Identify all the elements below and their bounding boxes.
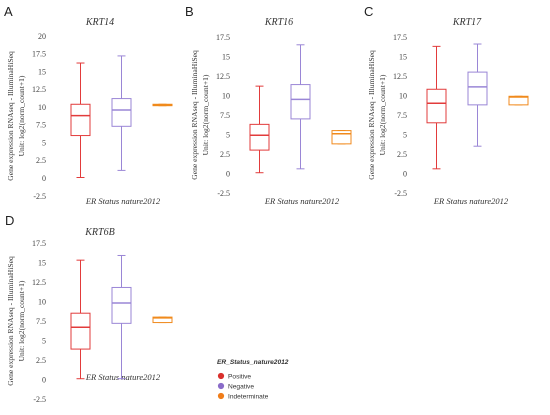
box-1 [70,62,91,179]
legend-swatch-positive [217,372,225,380]
y-tick-label: 7.5 [220,111,230,120]
panel-letter: D [5,213,14,228]
chart-title: KRT14 [85,17,114,28]
y-tick-label: 15 [38,258,46,267]
x-axis-label: ER Status nature2012 [85,372,161,382]
y-axis-unit-label: Unit: log2(norm_count+1) [17,280,26,361]
box-body [152,316,173,324]
panel-krt16: B KRT16 ER Status nature2012 Gene expressio… [185,4,352,206]
y-tick-label: 10 [399,91,407,100]
box-3 [152,103,173,107]
y-tick-label: 2.5 [36,356,46,365]
y-axis-unit-label: Unit: log2(norm_count+1) [17,75,26,156]
y-tick-label: 15 [222,52,230,61]
panels: A KRT14 ER Status nature2012 Gene expressio… [4,4,529,404]
legend-label-positive: Positive [228,373,251,380]
box-3 [508,95,529,106]
y-tick-label: 10 [38,103,46,112]
y-tick-label: 20 [38,32,46,41]
chart-title: KRT17 [452,17,482,28]
y-axis-label: Gene expression RNAseq - IlluminaHiSeq [6,51,15,181]
y-tick-label: 12.5 [216,72,230,81]
legend-item-indeterminate: Indeterminate [217,392,269,400]
box-1 [426,45,447,170]
legend-item-positive: Positive [217,372,251,380]
y-tick-label: 17.5 [393,33,407,42]
legend-label-negative: Negative [228,383,254,390]
y-tick-label: 5 [403,130,407,139]
y-axis-label: Gene expression RNAseq - IlluminaHiSeq [190,50,199,180]
y-tick-label: 15 [399,52,407,61]
y-tick-label: 17.5 [216,33,230,42]
chart-title: KRT6B [84,227,114,238]
box-body [331,130,352,145]
y-axis-unit-label: Unit: log2(norm_count+1) [201,74,210,155]
box-3 [331,130,352,145]
y-tick-label: 0 [42,375,46,384]
panel-letter: A [4,4,13,19]
panel-letter: C [364,4,373,19]
y-tick-label: 2.5 [36,156,46,165]
box-1 [70,259,91,380]
box-body [249,123,270,151]
y-tick-label: 12.5 [32,85,46,94]
x-axis-label: ER Status nature2012 [264,196,340,206]
panel-krt17: C KRT17 ER Status nature2012 Gene expressio… [364,4,529,206]
box-body [111,286,132,324]
box-body [467,71,488,106]
y-tick-label: 12.5 [32,278,46,287]
box-body [111,98,132,127]
y-tick-label: -2.5 [33,192,46,201]
box-body [70,312,91,350]
y-axis-label: Gene expression RNAseq - IlluminaHiSeq [367,50,376,180]
legend-title: ER_Status_nature2012 [217,359,289,366]
y-tick-label: 12.5 [393,72,407,81]
legend-swatch-negative [217,382,225,390]
y-tick-label: -2.5 [33,395,46,404]
y-tick-label: 17.5 [32,239,46,248]
y-tick-label: 10 [38,297,46,306]
y-tick-label: 5 [42,138,46,147]
y-tick-label: 17.5 [32,50,46,59]
box-2 [111,254,132,380]
y-tick-label: -2.5 [217,189,230,198]
legend-item-negative: Negative [217,382,254,390]
y-tick-label: 0 [42,174,46,183]
y-tick-label: 7.5 [36,317,46,326]
panel-krt14: A KRT14 ER Status nature2012 Gene expressio… [4,4,173,206]
box-2 [467,43,488,147]
y-axis-label: Gene expression RNAseq - IlluminaHiSeq [6,256,15,386]
y-tick-label: 5 [226,130,230,139]
legend: ER_Status_nature2012 Positive Negative I… [217,359,289,400]
panel-letter: B [185,4,194,19]
legend-swatch-indeterminate [217,392,225,400]
y-tick-label: 0 [403,169,407,178]
box-3 [152,316,173,324]
y-tick-label: 15 [38,67,46,76]
y-axis-unit-label: Unit: log2(norm_count+1) [378,74,387,155]
y-tick-label: 2.5 [397,150,407,159]
y-tick-label: 5 [42,336,46,345]
box-1 [249,85,270,174]
panel-krt6b: D KRT6B ER Status nature2012 Gene expressio… [5,213,173,404]
y-tick-label: 10 [222,91,230,100]
y-tick-label: -2.5 [394,189,407,198]
box-2 [111,55,132,171]
box-body [508,95,529,106]
y-tick-label: 7.5 [397,111,407,120]
box-body [426,88,447,124]
y-tick-label: 7.5 [36,121,46,130]
x-axis-label: ER Status nature2012 [433,196,509,206]
x-axis-label: ER Status nature2012 [85,196,161,206]
y-tick-label: 0 [226,169,230,178]
box-body [290,84,311,120]
box-body [70,103,91,137]
y-tick-label: 2.5 [220,150,230,159]
legend-label-indeterminate: Indeterminate [228,393,269,400]
box-2 [290,44,311,170]
chart-title: KRT16 [264,17,293,28]
